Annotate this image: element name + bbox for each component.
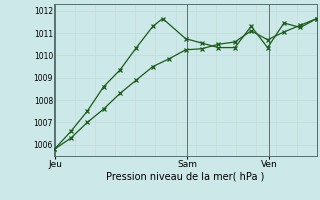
X-axis label: Pression niveau de la mer( hPa ): Pression niveau de la mer( hPa ) [107, 172, 265, 182]
